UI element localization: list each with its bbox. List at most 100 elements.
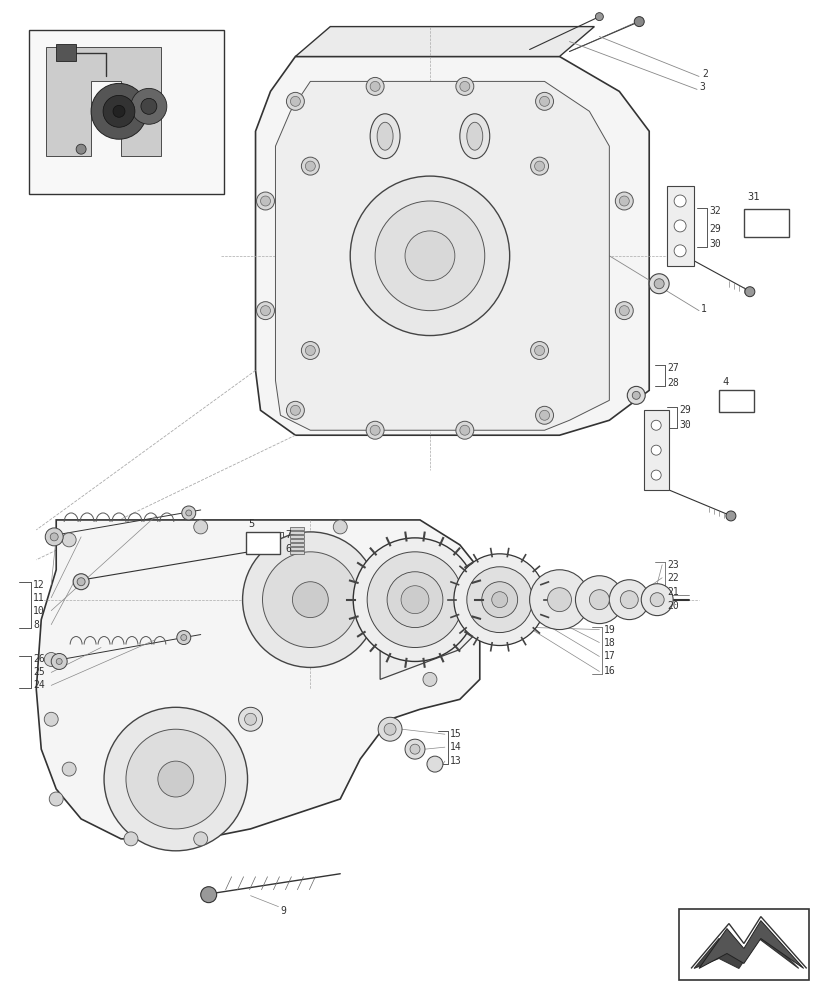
Circle shape bbox=[491, 592, 507, 608]
Bar bbox=[290, 535, 304, 538]
Circle shape bbox=[286, 401, 304, 419]
Polygon shape bbox=[698, 921, 803, 968]
Circle shape bbox=[387, 572, 442, 628]
Circle shape bbox=[627, 386, 644, 404]
Circle shape bbox=[375, 201, 484, 311]
Circle shape bbox=[589, 590, 609, 610]
Circle shape bbox=[73, 574, 89, 590]
Circle shape bbox=[56, 658, 62, 664]
Circle shape bbox=[238, 707, 262, 731]
Text: 13: 13 bbox=[449, 756, 461, 766]
Polygon shape bbox=[275, 81, 609, 430]
Circle shape bbox=[619, 591, 638, 609]
Circle shape bbox=[370, 425, 380, 435]
Circle shape bbox=[547, 588, 571, 612]
Text: 32: 32 bbox=[708, 206, 719, 216]
Text: 8: 8 bbox=[33, 620, 39, 630]
Text: 3: 3 bbox=[698, 82, 704, 92]
Circle shape bbox=[131, 88, 166, 124]
Text: 15: 15 bbox=[449, 729, 461, 739]
Circle shape bbox=[45, 528, 63, 546]
Circle shape bbox=[370, 81, 380, 91]
Circle shape bbox=[62, 533, 76, 547]
Circle shape bbox=[194, 520, 208, 534]
Circle shape bbox=[530, 157, 547, 175]
Text: 17: 17 bbox=[604, 651, 615, 661]
Circle shape bbox=[725, 511, 735, 521]
Circle shape bbox=[76, 144, 86, 154]
Circle shape bbox=[126, 729, 226, 829]
Circle shape bbox=[384, 599, 395, 611]
Circle shape bbox=[535, 92, 553, 110]
Text: 9: 9 bbox=[280, 906, 286, 916]
Ellipse shape bbox=[459, 114, 489, 159]
Text: 30: 30 bbox=[678, 420, 690, 430]
Text: 26: 26 bbox=[33, 654, 45, 664]
Circle shape bbox=[290, 96, 300, 106]
Circle shape bbox=[650, 420, 661, 430]
Circle shape bbox=[673, 220, 686, 232]
Text: 21: 21 bbox=[667, 587, 678, 597]
Bar bbox=[290, 543, 304, 546]
Circle shape bbox=[104, 707, 247, 851]
Bar bbox=[290, 539, 304, 542]
Circle shape bbox=[305, 161, 315, 171]
Bar bbox=[678, 909, 808, 980]
Text: 12: 12 bbox=[33, 580, 45, 590]
Circle shape bbox=[262, 552, 358, 648]
Text: 23: 23 bbox=[667, 560, 678, 570]
Circle shape bbox=[673, 195, 686, 207]
Circle shape bbox=[535, 406, 553, 424]
Circle shape bbox=[466, 567, 532, 633]
Bar bbox=[743, 209, 788, 237]
Circle shape bbox=[353, 538, 476, 661]
Circle shape bbox=[242, 532, 378, 667]
Circle shape bbox=[384, 723, 395, 735]
Circle shape bbox=[453, 554, 545, 646]
Circle shape bbox=[366, 421, 384, 439]
Circle shape bbox=[427, 756, 442, 772]
Text: 29: 29 bbox=[678, 405, 690, 415]
Circle shape bbox=[595, 13, 603, 21]
Text: 28: 28 bbox=[667, 378, 678, 388]
Circle shape bbox=[77, 578, 85, 586]
Circle shape bbox=[124, 832, 138, 846]
Text: 2: 2 bbox=[701, 69, 707, 79]
Bar bbox=[290, 551, 304, 554]
Circle shape bbox=[261, 306, 270, 316]
Circle shape bbox=[459, 425, 469, 435]
Circle shape bbox=[366, 77, 384, 95]
Circle shape bbox=[261, 196, 270, 206]
Polygon shape bbox=[295, 27, 594, 56]
Circle shape bbox=[575, 576, 623, 624]
Text: 31: 31 bbox=[746, 192, 758, 202]
Bar bbox=[290, 547, 304, 550]
Text: 4: 4 bbox=[721, 377, 727, 387]
Bar bbox=[290, 527, 304, 530]
Circle shape bbox=[50, 533, 58, 541]
Circle shape bbox=[529, 570, 589, 630]
Circle shape bbox=[91, 83, 146, 139]
Polygon shape bbox=[667, 186, 693, 266]
Circle shape bbox=[648, 274, 668, 294]
Circle shape bbox=[49, 792, 63, 806]
Circle shape bbox=[534, 346, 544, 355]
Circle shape bbox=[244, 713, 256, 725]
Polygon shape bbox=[380, 570, 489, 679]
Text: 10: 10 bbox=[33, 606, 45, 616]
Text: 14: 14 bbox=[449, 742, 461, 752]
Circle shape bbox=[366, 552, 462, 648]
Circle shape bbox=[409, 744, 419, 754]
Circle shape bbox=[649, 593, 663, 607]
Text: 11: 11 bbox=[33, 593, 45, 603]
Polygon shape bbox=[693, 929, 798, 968]
Polygon shape bbox=[46, 47, 160, 156]
Circle shape bbox=[447, 607, 462, 623]
Circle shape bbox=[481, 582, 517, 618]
Circle shape bbox=[194, 832, 208, 846]
Circle shape bbox=[290, 405, 300, 415]
Circle shape bbox=[539, 410, 549, 420]
Circle shape bbox=[62, 762, 76, 776]
Circle shape bbox=[530, 342, 547, 359]
Text: 30: 30 bbox=[708, 239, 719, 249]
